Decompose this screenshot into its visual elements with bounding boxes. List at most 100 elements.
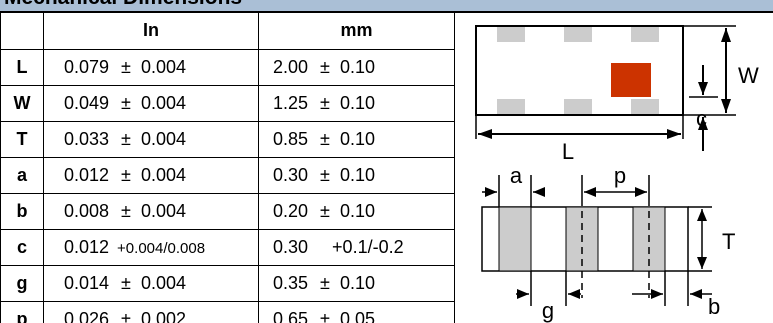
plus-minus-sign: ± <box>121 273 131 293</box>
plus-minus-sign: ± <box>121 165 131 185</box>
symbol-cell: g <box>0 265 44 302</box>
mm-tolerance: 0.10 <box>339 273 375 293</box>
mm-value: 2.00 <box>273 57 309 77</box>
section-title: Mechanical Dimensions <box>4 0 242 10</box>
dimension-diagram: L W c <box>475 25 759 323</box>
mm-tolerance: 0.05 <box>339 309 375 323</box>
orientation-marker <box>611 63 651 97</box>
mm-value: 0.20 <box>273 201 309 221</box>
mm-cell: 0.85 ±0.10 <box>258 121 455 158</box>
table-row: b 0.008 ±0.004 0.20 ±0.10 <box>0 193 455 230</box>
side-pad-1 <box>498 206 532 272</box>
inch-tolerance: 0.004 <box>140 273 186 293</box>
symbol-cell: W <box>0 85 44 122</box>
inch-tolerance: 0.004 <box>140 165 186 185</box>
symbol-cell: b <box>0 193 44 230</box>
top-pad-right <box>631 27 659 42</box>
inch-cell: 0.008 ±0.004 <box>43 193 259 230</box>
mm-value: 1.25 <box>273 93 309 113</box>
inch-tolerance: +0.004/0.008 <box>117 240 206 257</box>
inch-cell: 0.079 ±0.004 <box>43 49 259 86</box>
inch-value: 0.012 <box>64 237 110 257</box>
mm-tolerance: 0.10 <box>339 165 375 185</box>
mm-cell: 0.65 ±0.05 <box>258 301 455 323</box>
top-pad-left <box>497 27 525 42</box>
table-row: g 0.014 ±0.004 0.35 ±0.10 <box>0 265 455 302</box>
mm-tolerance: 0.10 <box>339 201 375 221</box>
table-row: p 0.026 ±0.002 0.65 ±0.05 <box>0 301 455 323</box>
inch-value: 0.049 <box>64 93 110 113</box>
plus-minus-sign: ± <box>320 129 330 149</box>
inch-value: 0.012 <box>64 165 110 185</box>
symbol-cell: T <box>0 121 44 158</box>
inch-value: 0.079 <box>64 57 110 77</box>
mm-tolerance: +0.1/-0.2 <box>332 237 404 257</box>
g-label: g <box>542 298 554 323</box>
table-row: c 0.012 +0.004/0.008 0.30 +0.1/-0.2 <box>0 229 455 266</box>
mm-value: 0.30 <box>273 165 309 185</box>
plus-minus-sign: ± <box>121 201 131 221</box>
bottom-pad-middle <box>564 99 592 114</box>
inch-cell: 0.033 ±0.004 <box>43 121 259 158</box>
width-label: W <box>738 63 759 88</box>
mm-value: 0.30 <box>273 237 309 257</box>
mm-value: 0.85 <box>273 129 309 149</box>
plus-minus-sign: ± <box>320 165 330 185</box>
thickness-label: T <box>722 229 735 254</box>
table-row: L 0.079 ±0.004 2.00 ±0.10 <box>0 49 455 86</box>
mm-cell: 0.35 ±0.10 <box>258 265 455 302</box>
inch-cell: 0.014 ±0.004 <box>43 265 259 302</box>
symbol-cell: c <box>0 229 44 266</box>
mm-cell: 0.20 ±0.10 <box>258 193 455 230</box>
plus-minus-sign: ± <box>320 273 330 293</box>
symbol-cell: p <box>0 301 44 323</box>
inch-value: 0.014 <box>64 273 110 293</box>
table-row: T 0.033 ±0.004 0.85 ±0.10 <box>0 121 455 158</box>
a-label: a <box>510 163 523 188</box>
table-header-row: In mm <box>0 11 455 50</box>
top-pad-middle <box>564 27 592 42</box>
c-label: c <box>696 106 707 131</box>
inch-value: 0.026 <box>64 309 110 323</box>
p-label: p <box>614 163 626 188</box>
plus-minus-sign: ± <box>121 309 131 323</box>
length-label: L <box>562 139 574 164</box>
top-view-body <box>475 25 684 116</box>
mm-tolerance: 0.10 <box>339 129 375 149</box>
inch-tolerance: 0.002 <box>140 309 186 323</box>
inch-tolerance: 0.004 <box>140 201 186 221</box>
inch-column-header: In <box>43 11 259 50</box>
mm-cell: 0.30 +0.1/-0.2 <box>258 229 455 266</box>
mm-cell: 1.25 ±0.10 <box>258 85 455 122</box>
inch-cell: 0.012 +0.004/0.008 <box>43 229 259 266</box>
inch-tolerance: 0.004 <box>140 57 186 77</box>
plus-minus-sign: ± <box>121 93 131 113</box>
plus-minus-sign: ± <box>121 129 131 149</box>
symbol-cell: L <box>0 49 44 86</box>
mm-column-header: mm <box>258 11 455 50</box>
inch-value: 0.033 <box>64 129 110 149</box>
mm-tolerance: 0.10 <box>339 57 375 77</box>
symbol-cell: a <box>0 157 44 194</box>
plus-minus-sign: ± <box>320 57 330 77</box>
table-row: W 0.049 ±0.004 1.25 ±0.10 <box>0 85 455 122</box>
mm-value: 0.65 <box>273 309 309 323</box>
inch-cell: 0.049 ±0.004 <box>43 85 259 122</box>
inch-value: 0.008 <box>64 201 110 221</box>
plus-minus-sign: ± <box>121 57 131 77</box>
bottom-pad-left <box>497 99 525 114</box>
inch-tolerance: 0.004 <box>140 93 186 113</box>
mm-tolerance: 0.10 <box>339 93 375 113</box>
mm-cell: 0.30 ±0.10 <box>258 157 455 194</box>
plus-minus-sign: ± <box>320 201 330 221</box>
plus-minus-sign: ± <box>320 309 330 323</box>
mm-value: 0.35 <box>273 273 309 293</box>
inch-tolerance: 0.004 <box>140 129 186 149</box>
inch-cell: 0.012 ±0.004 <box>43 157 259 194</box>
dimensions-table: In mm L 0.079 ±0.004 2.00 ±0.10 W 0.049 ±0.004 1… <box>0 11 455 323</box>
mm-cell: 2.00 ±0.10 <box>258 49 455 86</box>
b-label: b <box>708 294 720 319</box>
plus-minus-sign: ± <box>320 93 330 113</box>
symbol-column-header <box>0 11 44 50</box>
